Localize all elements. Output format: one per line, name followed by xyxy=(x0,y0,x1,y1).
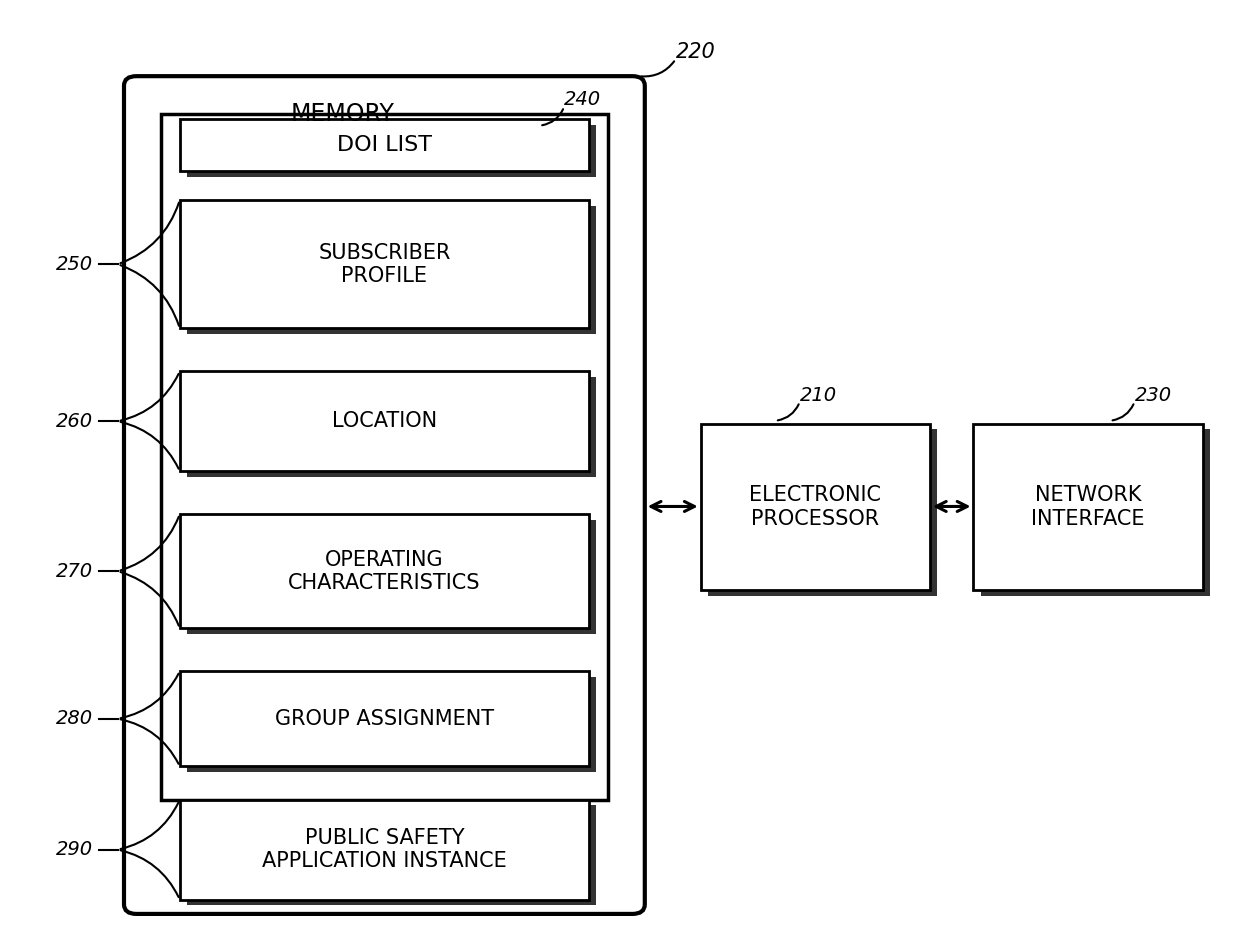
Bar xyxy=(187,520,596,634)
Bar xyxy=(187,805,596,905)
Text: 240: 240 xyxy=(564,90,601,109)
Bar xyxy=(981,429,1210,596)
FancyBboxPatch shape xyxy=(124,76,645,914)
Bar xyxy=(180,119,589,171)
Bar xyxy=(973,424,1203,590)
Bar xyxy=(180,200,589,328)
Text: 270: 270 xyxy=(56,562,93,581)
Text: 290: 290 xyxy=(56,841,93,859)
Text: PUBLIC SAFETY
APPLICATION INSTANCE: PUBLIC SAFETY APPLICATION INSTANCE xyxy=(262,828,507,871)
Bar xyxy=(180,671,589,766)
Text: 220: 220 xyxy=(676,42,715,63)
Bar xyxy=(180,371,589,471)
Bar xyxy=(708,429,937,596)
Text: 260: 260 xyxy=(56,412,93,430)
Text: MEMORY: MEMORY xyxy=(291,102,394,127)
Bar xyxy=(180,514,589,628)
Bar xyxy=(161,114,608,800)
Text: 230: 230 xyxy=(1135,386,1172,405)
Text: 210: 210 xyxy=(800,386,837,405)
Bar xyxy=(187,677,596,772)
Bar xyxy=(701,424,930,590)
Bar xyxy=(187,125,596,177)
Text: ELECTRONIC
PROCESSOR: ELECTRONIC PROCESSOR xyxy=(749,486,882,528)
Text: SUBSCRIBER
PROFILE: SUBSCRIBER PROFILE xyxy=(319,243,450,286)
Bar xyxy=(187,377,596,477)
Text: 280: 280 xyxy=(56,709,93,728)
Text: OPERATING
CHARACTERISTICS: OPERATING CHARACTERISTICS xyxy=(288,549,481,593)
Bar xyxy=(187,206,596,334)
Bar xyxy=(180,800,589,900)
Text: GROUP ASSIGNMENT: GROUP ASSIGNMENT xyxy=(275,708,494,729)
Text: DOI LIST: DOI LIST xyxy=(337,135,432,155)
Text: LOCATION: LOCATION xyxy=(332,411,436,431)
Text: 250: 250 xyxy=(56,255,93,273)
Text: NETWORK
INTERFACE: NETWORK INTERFACE xyxy=(1032,486,1145,528)
